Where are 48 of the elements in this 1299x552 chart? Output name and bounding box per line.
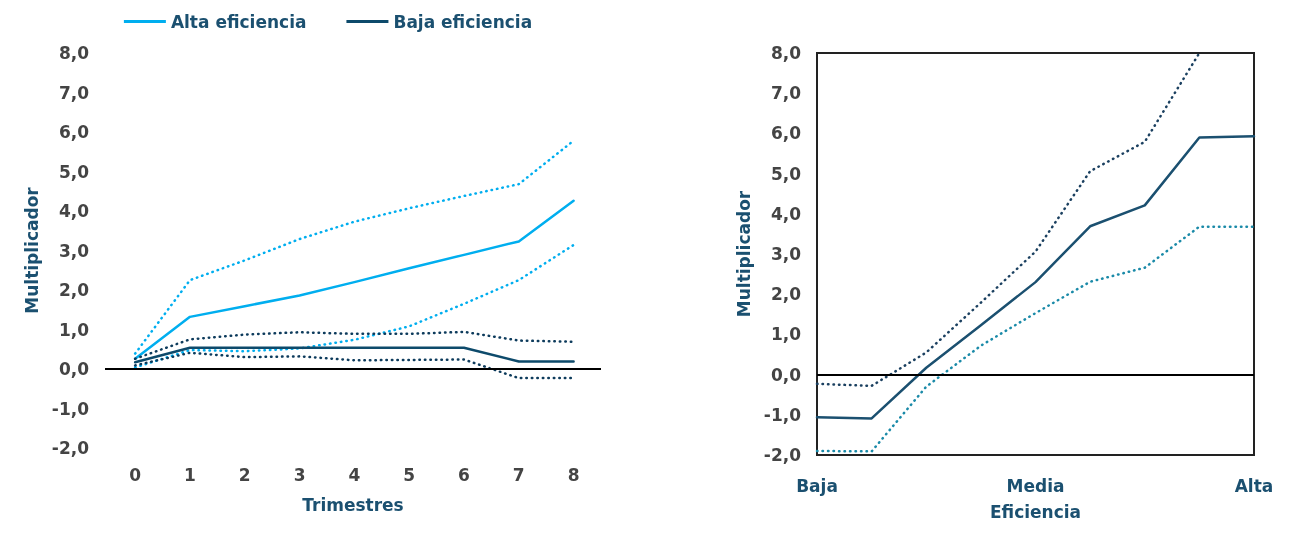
x-axis-title: Eficiencia bbox=[989, 501, 1082, 522]
y-axis-title: Multiplicador bbox=[734, 190, 755, 318]
x-tick-label: 1 bbox=[184, 464, 196, 485]
line-series bbox=[133, 330, 575, 360]
y-tick-label: 2,0 bbox=[770, 284, 802, 305]
y-tick-label: 5,0 bbox=[58, 161, 90, 182]
y-tick-label: 5,0 bbox=[770, 163, 802, 184]
y-tick-label: 4,0 bbox=[770, 203, 802, 224]
y-tick-label: -2,0 bbox=[763, 445, 802, 465]
y-tick-label: 1,0 bbox=[770, 324, 802, 345]
y-tick-label: 0,0 bbox=[770, 364, 802, 385]
y-tick-label: 6,0 bbox=[58, 122, 90, 142]
y-tick-label: 7,0 bbox=[58, 82, 90, 103]
x-tick-label: 3 bbox=[293, 464, 306, 485]
x-axis-title: Trimestres bbox=[302, 494, 404, 515]
y-tick-label: 3,0 bbox=[770, 244, 802, 264]
y-tick-label: 3,0 bbox=[58, 240, 90, 261]
line-series bbox=[133, 351, 575, 380]
line-series bbox=[815, 51, 1201, 388]
y-tick-label: 2,0 bbox=[58, 280, 90, 300]
legend-label: Alta eficiencia bbox=[170, 11, 307, 32]
y-tick-label: -2,0 bbox=[51, 438, 90, 458]
y-tick-label: 8,0 bbox=[770, 43, 802, 63]
y-tick-label: -1,0 bbox=[763, 404, 802, 425]
y-tick-label: 4,0 bbox=[58, 201, 90, 221]
line-series bbox=[815, 134, 1256, 420]
x-tick-label: Alta bbox=[1234, 475, 1274, 496]
x-tick-label: 2 bbox=[238, 464, 251, 485]
y-tick-label: 1,0 bbox=[58, 319, 90, 340]
line-series bbox=[815, 225, 1256, 453]
x-tick-label: 6 bbox=[458, 464, 470, 485]
y-tick-label: 8,0 bbox=[58, 43, 90, 63]
x-tick-label: 0 bbox=[129, 464, 142, 485]
x-tick-label: 5 bbox=[403, 464, 416, 485]
y-tick-label: 6,0 bbox=[770, 123, 802, 144]
x-tick-label: 8 bbox=[567, 464, 580, 485]
legend-label: Baja eficiencia bbox=[393, 11, 533, 32]
y-axis-title: Multiplicador bbox=[22, 186, 43, 314]
x-tick-label: 7 bbox=[512, 464, 525, 485]
line-series bbox=[133, 199, 575, 360]
y-tick-label: 0,0 bbox=[58, 359, 90, 379]
x-tick-label: 4 bbox=[348, 464, 361, 485]
y-tick-label: 7,0 bbox=[770, 83, 802, 104]
line-series bbox=[133, 139, 575, 355]
line-series bbox=[133, 243, 575, 369]
y-tick-label: -1,0 bbox=[51, 398, 90, 419]
x-tick-label: Media bbox=[1006, 475, 1065, 496]
x-tick-label: Baja bbox=[796, 475, 838, 496]
